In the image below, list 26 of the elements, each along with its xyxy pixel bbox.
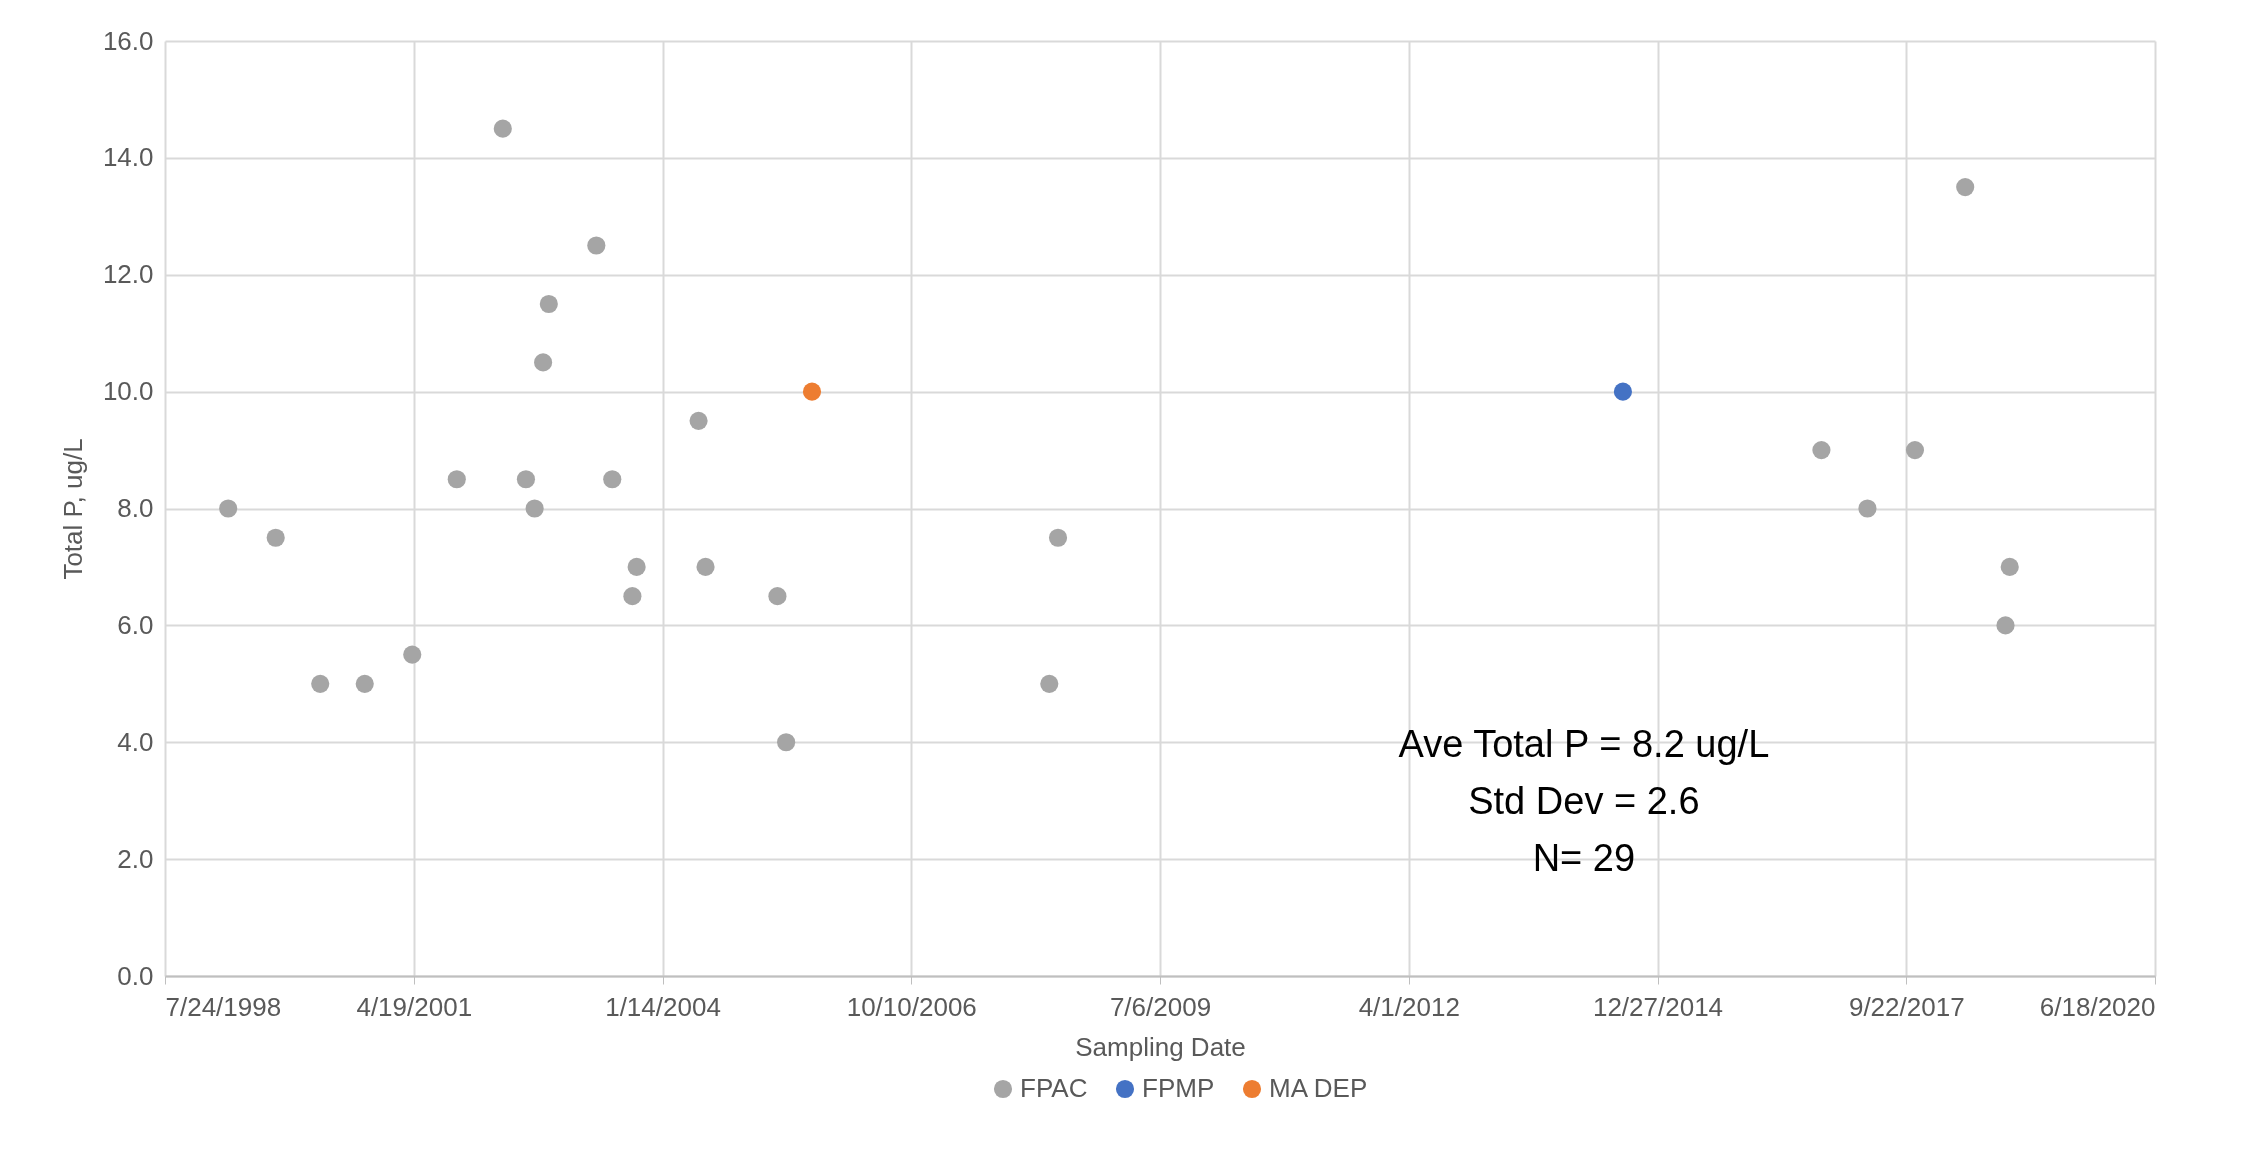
y-tick-label: 6.0	[117, 609, 154, 640]
y-tick-label: 4.0	[117, 726, 154, 757]
x-tick-label: 6/18/2020	[2039, 991, 2156, 1022]
x-axis-title: Sampling Date	[1075, 1031, 1246, 1062]
y-tick-label: 12.0	[102, 259, 154, 290]
x-tick-label: 7/24/1998	[165, 991, 282, 1022]
legend-label: MA DEP	[1269, 1073, 1368, 1103]
y-tick-label: 0.0	[117, 960, 154, 991]
y-tick-label: 14.0	[102, 142, 154, 173]
y-tick-label: 10.0	[102, 376, 154, 407]
annotation: N= 29	[1532, 836, 1636, 879]
x-tick-label: 4/1/2012	[1358, 991, 1460, 1022]
legend-label: FPAC	[1020, 1073, 1088, 1103]
x-tick-label: 4/19/2001	[356, 991, 473, 1022]
y-tick-label: 2.0	[117, 843, 154, 874]
x-tick-label: 12/27/2014	[1592, 991, 1724, 1022]
x-tick-label: 1/14/2004	[605, 991, 721, 1022]
x-tick-label: 10/10/2006	[846, 991, 977, 1022]
y-axis-title: Total P, ug/L	[57, 438, 88, 580]
annotation: Ave Total P = 8.2 ug/L	[1398, 722, 1770, 765]
x-tick-label: 7/6/2009	[1109, 991, 1212, 1022]
x-tick-label: 9/22/2017	[1848, 991, 1965, 1022]
legend-label: FPMP	[1142, 1073, 1215, 1103]
annotation: Std Dev = 2.6	[1468, 779, 1700, 822]
y-tick-label: 16.0	[102, 25, 154, 56]
y-tick-label: 8.0	[117, 493, 154, 523]
